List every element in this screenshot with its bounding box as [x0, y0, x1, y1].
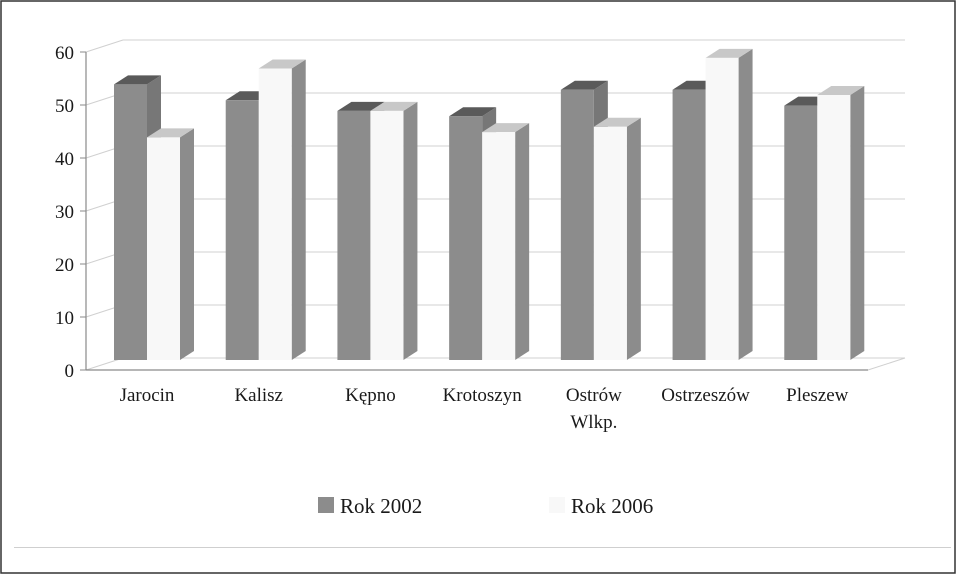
bar-top [817, 86, 865, 95]
bar-front [147, 137, 180, 360]
bar-front [337, 110, 371, 361]
bar-top [593, 117, 641, 127]
bar-front [225, 100, 259, 361]
legend-item-rok-2006: Rok 2006 [549, 494, 653, 518]
bar-front [593, 126, 627, 360]
bar-top [560, 80, 608, 90]
bar-front [258, 68, 292, 360]
bar-front [705, 57, 739, 361]
y-tick-label: 0 [65, 361, 75, 382]
bar-top [705, 48, 753, 58]
y-tick-label: 20 [55, 255, 74, 276]
legend-label: Rok 2002 [340, 494, 422, 518]
bar-side [738, 48, 753, 361]
bar-side [626, 117, 641, 360]
bar-top [482, 123, 530, 133]
x-tick-label-kalisz: Kalisz [234, 385, 283, 406]
legend-swatch [549, 497, 565, 513]
bar-top [147, 128, 194, 138]
bar-front [482, 132, 516, 360]
bars [114, 48, 865, 361]
bar-jarocin-rok-2006 [147, 128, 194, 360]
legend-item-rok-2002: Rok 2002 [318, 494, 422, 518]
bar-side [403, 101, 418, 361]
bar-front [449, 116, 483, 360]
bar-kalisz-rok-2006 [258, 59, 306, 360]
bar-kepno-rok-2006 [370, 101, 418, 361]
y-tick-label: 10 [55, 308, 74, 329]
bar-top [449, 107, 497, 117]
gridline-diagonal [85, 39, 124, 53]
bar-front [817, 95, 851, 360]
bar-ostrzeszow-rok-2006 [705, 48, 753, 361]
y-tick-label: 30 [55, 202, 74, 223]
bar-front [370, 110, 404, 361]
y-tick-label: 40 [55, 149, 74, 170]
bar-pleszew-rok-2006 [817, 86, 865, 360]
bar-side [850, 86, 865, 360]
y-tick-label: 50 [55, 96, 74, 117]
x-tick-label-ostrzeszow: Ostrzeszów [661, 385, 750, 406]
x-tick-label-krotoszyn: Krotoszyn [443, 385, 523, 406]
bar-krotoszyn-rok-2006 [482, 123, 530, 360]
floor-edge [867, 357, 906, 371]
y-axis-tick-labels: 0 10 20 30 40 50 60 [55, 43, 74, 382]
bar-ostrow-wlkp-rok-2006 [593, 117, 641, 360]
legend-label: Rok 2006 [571, 494, 653, 518]
bar-top [337, 101, 385, 111]
bar-front [560, 89, 594, 360]
bar-front [114, 84, 147, 361]
bar-top [370, 101, 418, 111]
axes [80, 51, 868, 371]
bottom-divider [14, 547, 951, 548]
bar-front [784, 105, 818, 360]
bar-front [672, 89, 706, 360]
x-tick-label-ostrow-wlkp: Ostrów Wlkp. [566, 385, 622, 433]
x-tick-label-kepno: Kępno [345, 385, 396, 406]
bar-top [258, 59, 306, 69]
bar-side [180, 128, 194, 360]
x-axis-category-labels: Jarocin Kalisz Kępno Krotoszyn Ostrów Wlkp. Os… [120, 385, 849, 433]
y-tick-label: 60 [55, 43, 74, 64]
legend: Rok 2002 Rok 2006 [318, 494, 653, 518]
bar-top [114, 75, 161, 85]
bar-side [515, 123, 530, 360]
bar-side [291, 59, 306, 360]
legend-swatch [318, 497, 334, 513]
x-tick-label-pleszew: Pleszew [786, 385, 849, 406]
x-tick-label-jarocin: Jarocin [120, 385, 175, 406]
